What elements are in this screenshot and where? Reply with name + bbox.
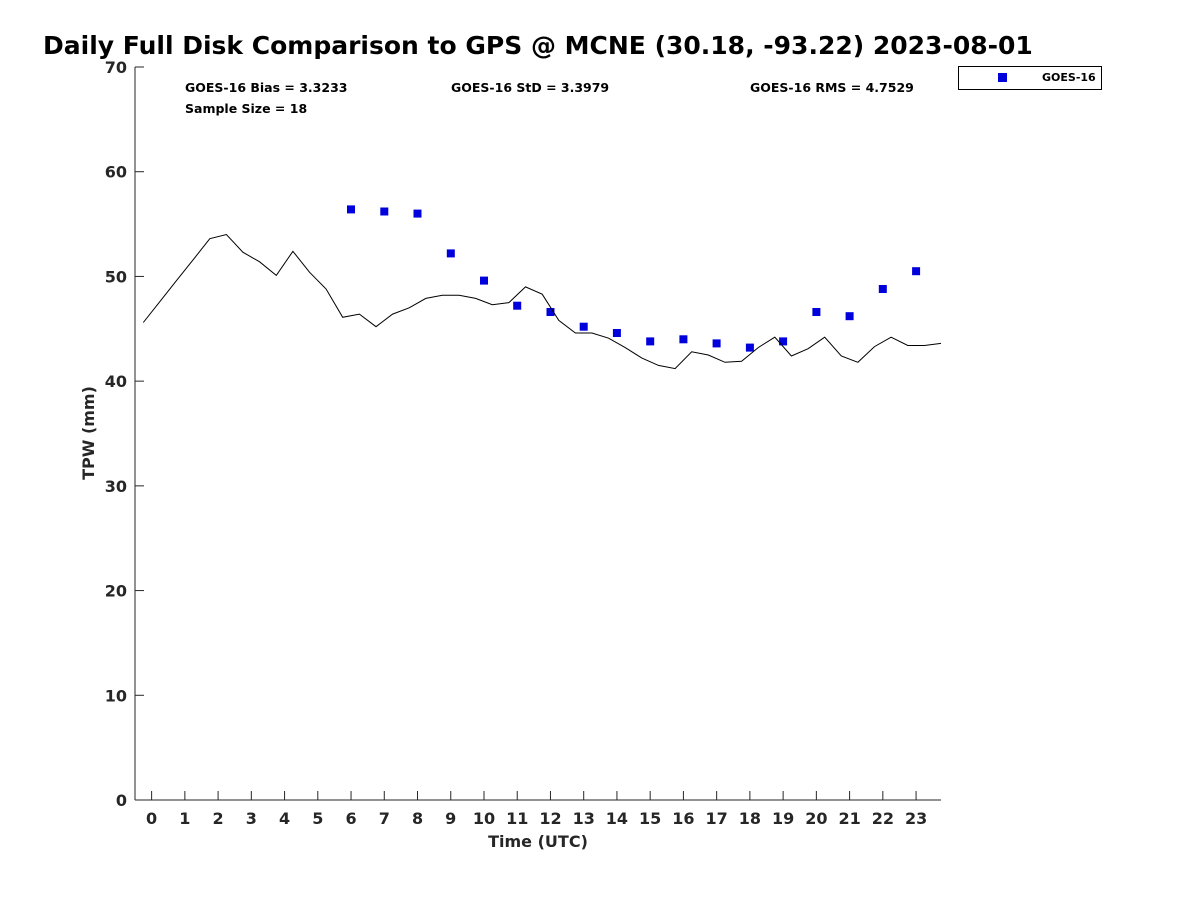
y-tick-label-50: 50 xyxy=(105,267,127,286)
goes16-point-7 xyxy=(380,207,389,216)
sample-size-annotation: Sample Size = 18 xyxy=(185,101,307,116)
x-tick-label-11: 11 xyxy=(506,809,528,828)
legend: GOES-16 xyxy=(958,66,1102,90)
goes16-point-6 xyxy=(347,205,355,214)
x-tick-label-18: 18 xyxy=(739,809,761,828)
legend-box xyxy=(958,66,1102,90)
goes16-point-15 xyxy=(646,337,655,346)
goes16-point-14 xyxy=(612,329,621,337)
x-tick-label-14: 14 xyxy=(606,809,628,828)
goes16-point-16 xyxy=(679,335,688,344)
x-axis-label: Time (UTC) xyxy=(488,832,588,851)
x-tick-label-0: 0 xyxy=(146,809,157,828)
gps-tpw-line xyxy=(142,233,942,370)
goes16-point-18 xyxy=(745,343,754,352)
goes16-point-11 xyxy=(513,301,522,310)
goes16-point-12 xyxy=(546,308,555,316)
std-annotation: GOES-16 StD = 3.3979 xyxy=(451,80,609,95)
x-tick-label-13: 13 xyxy=(573,809,595,828)
x-tick-label-22: 22 xyxy=(872,809,894,828)
goes16-point-8 xyxy=(413,209,422,218)
x-tick-label-8: 8 xyxy=(412,809,423,828)
y-tick-label-30: 30 xyxy=(105,477,127,496)
y-tick-label-20: 20 xyxy=(105,582,127,601)
y-axis-label: TPW (mm) xyxy=(79,386,98,480)
y-tick-label-0: 0 xyxy=(116,791,127,810)
x-tick-label-17: 17 xyxy=(706,809,728,828)
y-tick-label-60: 60 xyxy=(105,163,127,182)
x-tick-label-19: 19 xyxy=(772,809,794,828)
rms-annotation: GOES-16 RMS = 4.7529 xyxy=(750,80,914,95)
x-tick-label-9: 9 xyxy=(445,809,456,828)
chart-title: Daily Full Disk Comparison to GPS @ MCNE… xyxy=(43,31,1033,60)
legend-marker-goes16 xyxy=(998,73,1007,82)
goes16-point-10 xyxy=(480,276,488,285)
x-tick-label-7: 7 xyxy=(379,809,390,828)
x-tick-label-21: 21 xyxy=(838,809,860,828)
x-tick-label-3: 3 xyxy=(246,809,257,828)
x-tick-label-2: 2 xyxy=(213,809,224,828)
y-tick-label-70: 70 xyxy=(105,58,127,77)
goes16-point-22 xyxy=(878,285,887,293)
x-tick-label-6: 6 xyxy=(345,809,356,828)
goes16-point-20 xyxy=(812,308,821,316)
x-tick-label-1: 1 xyxy=(179,809,190,828)
goes16-point-17 xyxy=(712,339,721,348)
goes16-point-13 xyxy=(579,322,588,331)
goes16-point-23 xyxy=(912,267,921,276)
x-tick-label-15: 15 xyxy=(639,809,661,828)
y-tick-label-10: 10 xyxy=(105,686,127,705)
legend-label-goes16: GOES-16 xyxy=(1042,71,1096,84)
goes16-point-19 xyxy=(779,337,788,346)
x-tick-label-12: 12 xyxy=(539,809,561,828)
x-tick-label-23: 23 xyxy=(905,809,927,828)
goes16-point-9 xyxy=(446,249,455,258)
x-tick-label-10: 10 xyxy=(473,809,495,828)
x-tick-label-5: 5 xyxy=(312,809,323,828)
y-tick-label-40: 40 xyxy=(105,372,127,391)
bias-annotation: GOES-16 Bias = 3.3233 xyxy=(185,80,347,95)
x-tick-label-16: 16 xyxy=(672,809,694,828)
goes16-point-21 xyxy=(845,312,854,321)
x-tick-label-20: 20 xyxy=(805,809,827,828)
x-tick-label-4: 4 xyxy=(279,809,290,828)
